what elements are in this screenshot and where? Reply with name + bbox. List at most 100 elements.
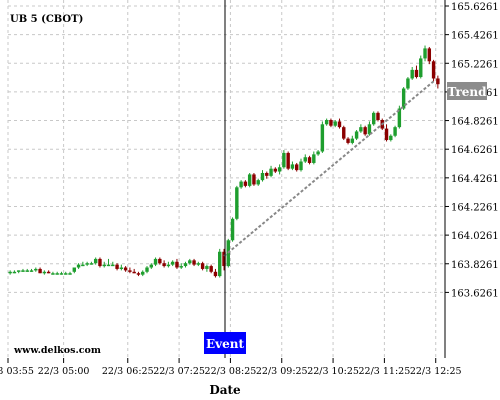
x-tick-label: 22/3 07:25 bbox=[153, 366, 205, 377]
candle-body bbox=[410, 69, 414, 79]
trend-badge-box bbox=[447, 82, 487, 100]
candle-body bbox=[209, 266, 213, 272]
x-tick-label: 22/3 10:25 bbox=[307, 366, 359, 377]
candle-body bbox=[324, 120, 329, 125]
candle-body bbox=[427, 48, 432, 62]
candle-body bbox=[149, 264, 153, 268]
candle-body bbox=[145, 267, 149, 272]
candle-body bbox=[123, 267, 128, 271]
candle-body bbox=[376, 112, 380, 121]
candle-body bbox=[333, 121, 337, 126]
trend-line bbox=[223, 80, 435, 257]
x-tick-label: 22/3 03:55 bbox=[0, 366, 34, 377]
event-badge-label: Event bbox=[206, 337, 244, 351]
trend-badge[interactable]: Trend bbox=[447, 82, 487, 100]
candle-body bbox=[384, 128, 389, 141]
candle-body bbox=[243, 181, 248, 186]
candle-body bbox=[423, 48, 427, 59]
candle-body bbox=[316, 151, 320, 155]
candle-body bbox=[290, 164, 295, 169]
y-tick-label: 164.4261 bbox=[451, 174, 499, 185]
candle-body bbox=[25, 270, 29, 272]
candle-body bbox=[16, 270, 21, 272]
candle-body bbox=[312, 154, 316, 163]
candle-body bbox=[21, 270, 25, 272]
candle-body bbox=[247, 174, 252, 186]
candle-body bbox=[269, 168, 273, 176]
candle-body bbox=[170, 261, 175, 265]
candle-body bbox=[414, 69, 419, 78]
candle-body bbox=[188, 260, 192, 264]
candle-body bbox=[252, 174, 256, 185]
y-tick-label: 163.8261 bbox=[451, 260, 499, 271]
y-tick-label: 163.6261 bbox=[451, 288, 499, 299]
candle-body bbox=[389, 135, 393, 141]
candle-body bbox=[303, 157, 307, 162]
candle-body bbox=[102, 264, 106, 267]
candle-body bbox=[205, 266, 209, 269]
x-tick-label: 22/3 09:25 bbox=[256, 366, 308, 377]
candle-body bbox=[29, 270, 34, 272]
event-badge-box bbox=[204, 332, 246, 354]
x-tick-label: 22/3 12:25 bbox=[410, 366, 462, 377]
candle-body bbox=[397, 108, 402, 128]
candle-body bbox=[34, 268, 38, 271]
candle-body bbox=[367, 124, 372, 135]
candle-body bbox=[200, 263, 205, 269]
candle-body bbox=[436, 78, 440, 85]
x-tick-label: 22/3 08:25 bbox=[205, 366, 257, 377]
candle-body bbox=[192, 260, 196, 265]
candle-body bbox=[213, 271, 218, 277]
candle-body bbox=[393, 127, 397, 136]
candle-body bbox=[337, 121, 342, 128]
y-tick-label: 164.6261 bbox=[451, 145, 499, 156]
candle-body bbox=[12, 271, 17, 274]
candle-body bbox=[111, 264, 115, 267]
candle-body bbox=[350, 138, 355, 143]
y-tick-label: 164.2261 bbox=[451, 202, 499, 213]
candle-body bbox=[239, 181, 243, 188]
candle-body bbox=[153, 258, 158, 265]
trend-badge-label: Trend bbox=[447, 85, 487, 99]
candle-body bbox=[286, 152, 290, 169]
candle-body bbox=[419, 58, 423, 78]
candle-body bbox=[218, 251, 222, 277]
y-axis-ticks: 165.6261165.4261165.2261165.0261164.8261… bbox=[445, 2, 499, 299]
watermark: www.delkos.com bbox=[13, 345, 101, 356]
candle-body bbox=[282, 152, 286, 168]
candle-body bbox=[64, 273, 68, 275]
candle-body bbox=[235, 187, 239, 219]
candle-body bbox=[166, 264, 171, 267]
candle-body bbox=[299, 161, 303, 171]
x-tick-label: 22/3 05:00 bbox=[38, 366, 90, 377]
candle-body bbox=[354, 131, 359, 139]
candle-body bbox=[72, 267, 77, 272]
candle-body bbox=[265, 172, 269, 176]
candle-body bbox=[136, 273, 141, 275]
candle-body bbox=[106, 264, 111, 267]
candle-body bbox=[363, 127, 367, 135]
candle-body bbox=[93, 258, 98, 264]
candle-body bbox=[183, 263, 188, 267]
candle-body bbox=[320, 124, 325, 152]
event-badge[interactable]: Event bbox=[204, 332, 246, 354]
candle-body bbox=[431, 61, 436, 79]
candle-body bbox=[42, 271, 47, 274]
y-tick-label: 165.2261 bbox=[451, 59, 499, 70]
y-tick-label: 165.4261 bbox=[451, 31, 499, 42]
candle-body bbox=[401, 88, 406, 109]
x-tick-label: 22/3 11:25 bbox=[359, 366, 411, 377]
candle-body bbox=[141, 271, 145, 275]
y-tick-label: 165.6261 bbox=[451, 2, 499, 13]
candle-body bbox=[295, 164, 299, 171]
candle-body bbox=[371, 112, 376, 125]
candle-body bbox=[230, 218, 235, 241]
candle-body bbox=[98, 258, 102, 267]
candle-body bbox=[81, 264, 85, 267]
candle-body bbox=[342, 127, 346, 139]
candle-body bbox=[273, 168, 278, 172]
candle-body bbox=[132, 271, 136, 274]
candle-body bbox=[406, 78, 410, 89]
